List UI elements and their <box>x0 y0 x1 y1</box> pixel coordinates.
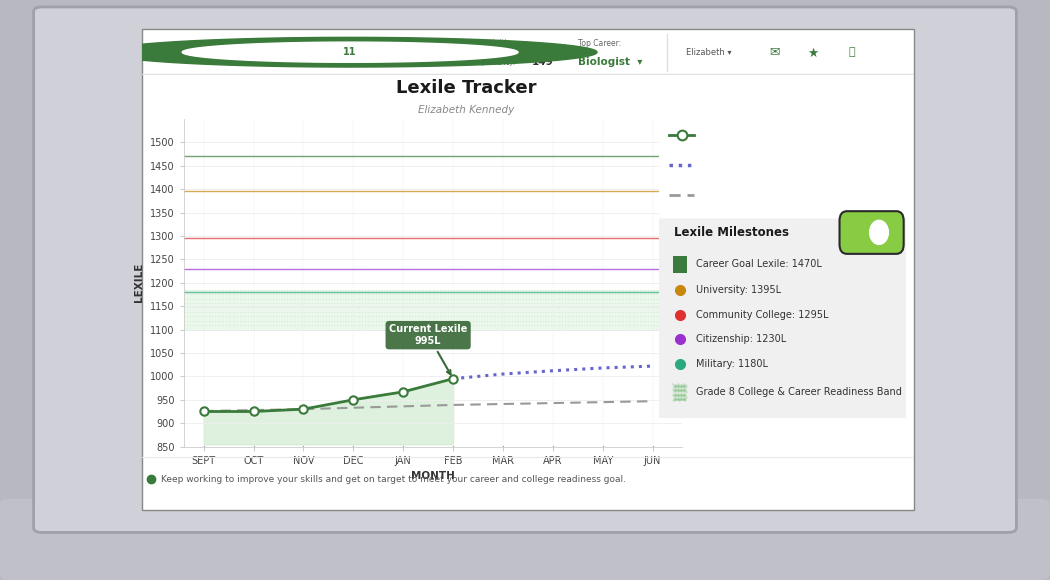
Text: Keep working to improve your skills and get on target to meet your career and co: Keep working to improve your skills and … <box>161 474 626 484</box>
Text: (Press for detail): (Press for detail) <box>813 130 876 139</box>
FancyBboxPatch shape <box>657 99 908 420</box>
FancyBboxPatch shape <box>673 384 687 401</box>
Text: Activities: Activities <box>481 39 517 48</box>
Text: Community College: 1295L: Community College: 1295L <box>696 310 828 320</box>
Polygon shape <box>183 42 518 62</box>
Text: Career Goal Lexile: 1470L: Career Goal Lexile: 1470L <box>696 259 822 269</box>
Text: Military: 1180L: Military: 1180L <box>696 359 769 369</box>
FancyBboxPatch shape <box>673 256 687 273</box>
Text: Grade 8 College & Career Readiness Band: Grade 8 College & Career Readiness Band <box>696 387 902 397</box>
Y-axis label: LEXILE: LEXILE <box>134 263 145 302</box>
Text: ✉: ✉ <box>770 46 780 59</box>
Text: Current Lexile
995L: Current Lexile 995L <box>388 324 467 374</box>
Text: Elizabeth Kennedy: Elizabeth Kennedy <box>418 105 514 115</box>
Text: 149: 149 <box>531 57 553 67</box>
Circle shape <box>869 220 888 244</box>
Text: 11: 11 <box>343 47 357 57</box>
Text: Expected Growth Path: Expected Growth Path <box>701 160 817 170</box>
Text: Top Career:: Top Career: <box>578 39 621 48</box>
Text: ≡: ≡ <box>153 43 169 61</box>
Text: Lexile Milestones: Lexile Milestones <box>674 226 790 239</box>
Text: (≥ 75%):: (≥ 75%): <box>481 58 518 67</box>
X-axis label: MONTH: MONTH <box>412 471 455 481</box>
Text: Biologist  ▾: Biologist ▾ <box>578 57 643 67</box>
FancyBboxPatch shape <box>840 211 904 254</box>
Bar <box>184 290 682 329</box>
Text: ★: ★ <box>807 46 819 60</box>
Text: University: 1395L: University: 1395L <box>696 285 781 295</box>
Text: 🔍: 🔍 <box>848 47 855 57</box>
FancyBboxPatch shape <box>657 219 908 420</box>
Text: Lexile Tracker: Lexile Tracker <box>396 79 537 97</box>
Polygon shape <box>103 37 597 67</box>
Text: 65708: 65708 <box>404 57 441 67</box>
Text: Citizenship: 1230L: Citizenship: 1230L <box>696 334 786 343</box>
Text: Initial Growth Path: Initial Growth Path <box>701 190 798 200</box>
Text: My Growth Path: My Growth Path <box>701 130 796 140</box>
Text: Elizabeth ▾: Elizabeth ▾ <box>686 48 732 57</box>
Text: Points:: Points: <box>404 39 429 48</box>
